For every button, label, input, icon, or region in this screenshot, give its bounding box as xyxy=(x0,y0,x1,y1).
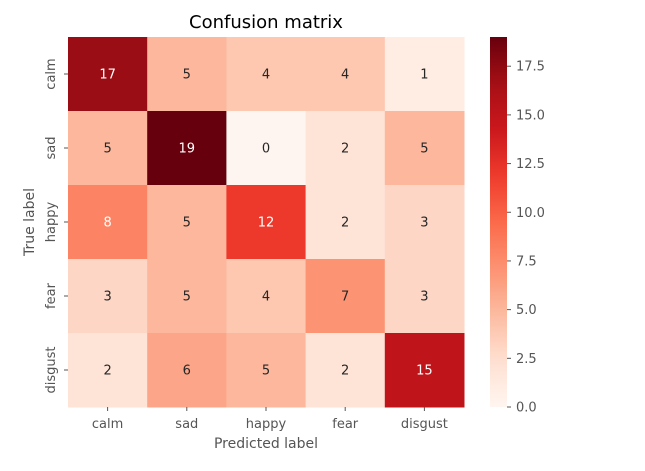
cell-value-label: 7 xyxy=(341,290,349,305)
colorbar-tick-label: 17.5 xyxy=(516,60,545,75)
heatmap-cells: 17 5 4 4 15 19 0 2 58 5 12 2 33 5 4 7 32 6 5 2 15 xyxy=(68,37,465,408)
heatmap-cell xyxy=(384,37,465,112)
colorbar-tick-label: 7.5 xyxy=(516,254,537,269)
colorbar-tick-label: 10.0 xyxy=(516,206,545,221)
x-tick-label: happy xyxy=(246,417,287,432)
heatmap-cell xyxy=(68,185,148,260)
heatmap-cell xyxy=(384,111,465,186)
cell-value-label: 5 xyxy=(183,216,191,231)
heatmap-cell xyxy=(305,111,386,186)
x-tick-label: fear xyxy=(332,417,359,432)
cell-value-label: 4 xyxy=(262,290,270,305)
heatmap-cell xyxy=(68,111,148,186)
y-tick-label: happy xyxy=(44,201,59,242)
colorbar-tick-label: 0.0 xyxy=(516,401,537,416)
cell-value-label: 19 xyxy=(179,142,196,157)
heatmap-cell xyxy=(384,259,465,334)
cell-value-label: 3 xyxy=(420,216,428,231)
cell-value-label: 5 xyxy=(183,290,191,305)
heatmap-cell xyxy=(305,185,386,260)
cell-value-label: 5 xyxy=(103,142,111,157)
y-axis-ticks: calm sad happy fear disgust xyxy=(44,58,68,394)
y-tick-label: calm xyxy=(44,58,59,89)
cell-value-label: 2 xyxy=(341,364,349,379)
heatmap-cell xyxy=(305,37,386,112)
heatmap-cell xyxy=(226,259,307,334)
heatmap-cell xyxy=(305,333,386,408)
heatmap-cell xyxy=(226,37,307,112)
heatmap-cell xyxy=(226,111,307,186)
heatmap-cell xyxy=(147,111,227,186)
y-tick-label: disgust xyxy=(44,347,59,394)
colorbar-tick-label: 5.0 xyxy=(516,303,537,318)
colorbar-tick-label: 12.5 xyxy=(516,157,545,172)
heatmap-cell xyxy=(226,185,307,260)
cell-value-label: 5 xyxy=(420,142,428,157)
y-tick-label: fear xyxy=(44,282,59,309)
heatmap-cell xyxy=(68,259,148,334)
heatmap-cell xyxy=(147,185,227,260)
cell-value-label: 12 xyxy=(258,216,275,231)
heatmap-cell xyxy=(147,333,227,408)
y-tick-label: sad xyxy=(44,137,59,160)
x-axis-ticks: calm sad happy fear disgust xyxy=(92,407,448,432)
heatmap-cell xyxy=(147,259,227,334)
heatmap-cell xyxy=(68,37,148,112)
x-tick-label: disgust xyxy=(401,417,448,432)
cell-value-label: 3 xyxy=(103,290,111,305)
x-tick-label: calm xyxy=(92,417,123,432)
cell-value-label: 2 xyxy=(103,364,111,379)
heatmap-cell xyxy=(305,259,386,334)
x-axis-label: Predicted label xyxy=(214,436,318,452)
colorbar-gradient xyxy=(490,37,507,407)
cell-value-label: 15 xyxy=(416,364,433,379)
y-axis-label: True label xyxy=(22,188,38,257)
chart-title: Confusion matrix xyxy=(189,12,343,33)
cell-value-label: 0 xyxy=(262,142,270,157)
heatmap-cell xyxy=(147,37,227,112)
cell-value-label: 2 xyxy=(341,142,349,157)
colorbar-tick-label: 15.0 xyxy=(516,108,545,123)
colorbar-tick-label: 2.5 xyxy=(516,352,537,367)
cell-value-label: 4 xyxy=(262,68,270,83)
cell-value-label: 4 xyxy=(341,68,349,83)
heatmap-cell xyxy=(68,333,148,408)
cell-value-label: 8 xyxy=(103,216,111,231)
cell-value-label: 6 xyxy=(183,364,191,379)
heatmap-cell xyxy=(384,185,465,260)
heatmap-cell xyxy=(226,333,307,408)
cell-value-label: 3 xyxy=(420,290,428,305)
cell-value-label: 17 xyxy=(99,68,116,83)
cell-value-label: 5 xyxy=(262,364,270,379)
colorbar: 0.0 2.5 5.0 7.5 10.0 12.5 15.0 17.5 xyxy=(490,37,545,416)
cell-value-label: 5 xyxy=(183,68,191,83)
x-tick-label: sad xyxy=(175,417,198,432)
cell-value-label: 2 xyxy=(341,216,349,231)
cell-value-label: 1 xyxy=(420,68,428,83)
heatmap-cell xyxy=(384,333,465,408)
